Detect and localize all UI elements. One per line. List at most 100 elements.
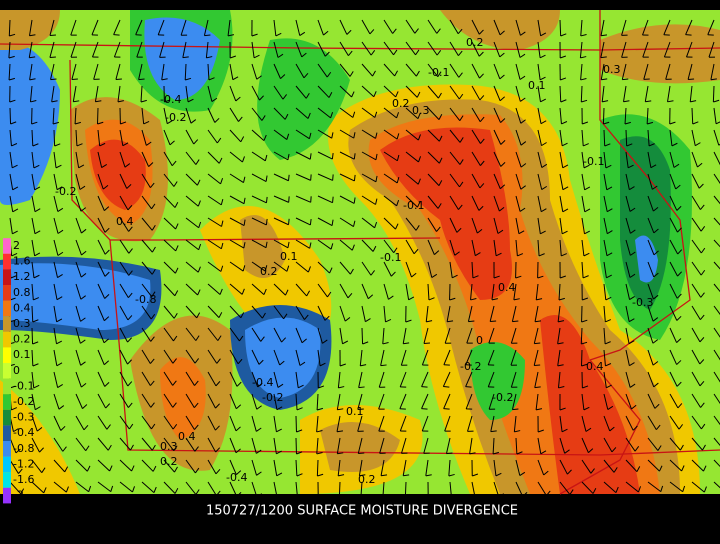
legend-swatch [3,425,11,441]
wind-barb [362,328,363,344]
contour-label: -0.2 [55,185,76,198]
wind-barb [603,108,604,124]
wind-barb-flag [354,175,355,181]
legend-label: 2 [13,239,20,252]
contour-label: -0.1 [380,251,401,264]
wind-barb-flag [139,79,145,80]
wind-barb [626,130,627,146]
legend-label: -0.3 [13,411,34,424]
legend-label: 0.8 [13,286,31,299]
contour-label: 0.1 [528,79,546,92]
legend-label: -0.4 [13,426,34,439]
contour-label: -0.2 [262,391,283,404]
legend-label: 0.4 [13,301,31,314]
wind-barb-flag [289,219,290,225]
contour-label: 0.4 [586,360,604,373]
legend-swatch [3,285,11,301]
wind-barb-flag [289,175,290,181]
contour-label: -0.1 [583,155,604,168]
legend-label: -0.1 [13,379,34,392]
contour-label: 0.2 [392,97,410,110]
wind-barb-flag [266,197,267,203]
wind-barb [581,86,582,102]
wind-barb-flag [512,321,518,322]
wind-barb [317,460,318,476]
legend-swatch [3,410,11,426]
contour-label: 0.1 [280,250,298,263]
wind-barb-flag [446,453,452,454]
legend-swatch [3,332,11,348]
contour-label: -0.1 [403,199,424,212]
legend-swatch [3,441,11,457]
contour-label: -0.4 [226,471,247,484]
contour-label: 0.4 [178,430,196,443]
wind-barb-flag [204,35,210,36]
contour-label: 0.2 [260,265,278,278]
contour-label: -0.1 [428,66,449,79]
legend-swatch [3,254,11,270]
contour-label: -0.2 [492,391,513,404]
contour-label: 0.2 [466,36,484,49]
contour-label: -0.3 [632,296,653,309]
legend-label: -2 [13,489,24,502]
legend-label: 1.2 [13,270,31,283]
contour-label: 0.2 [358,473,376,486]
map-title: 150727/1200 SURFACE MOISTURE DIVERGENCE [206,504,518,519]
wind-barb [713,86,714,102]
wind-barb [10,108,11,124]
contour-label: 0.3 [603,63,621,76]
contour-label: 0.3 [160,440,178,453]
wind-barb-flag [358,453,364,454]
wind-barb-flag [512,409,518,410]
legend-label: -1.2 [13,457,34,470]
wind-barb-flag [534,343,540,344]
legend-label: -0.2 [13,395,34,408]
legend-swatch [3,269,11,285]
legend-swatch [3,316,11,332]
wind-barb [9,20,10,36]
legend-swatch [3,238,11,254]
wind-barb-flag [622,79,628,80]
contour-label: 0.4 [116,215,134,228]
contour-label: -0.4 [160,93,181,106]
legend-swatch [3,488,11,504]
legend-swatch [3,363,11,379]
wind-barb-flag [333,197,334,203]
contour-label: -0.2 [165,111,186,124]
legend-label: -1.6 [13,473,34,486]
wind-barb-flag [422,409,428,410]
contour-label: -0.8 [135,293,156,306]
legend-swatch [3,472,11,488]
wind-barb [54,130,55,146]
wind-barb [604,130,605,146]
wind-barb-flag [266,219,267,225]
legend-label: 1.6 [13,255,31,268]
legend-swatch [3,301,11,317]
contour-label: 0.3 [412,104,430,117]
wind-barb-flag [359,387,365,388]
wind-barb [560,20,561,36]
contour-label: 0.4 [498,281,516,294]
contour-label: -0.2 [460,360,481,373]
legend-label: 0.2 [13,333,31,346]
wind-barb [32,328,33,344]
wind-barb-flag [490,321,496,322]
contour-label: 0.2 [160,455,178,468]
wind-barb-flag [422,387,428,388]
wind-barb [339,482,340,498]
legend-label: 0.3 [13,317,31,330]
legend-label: -0.8 [13,442,34,455]
wind-barb-flag [468,321,474,322]
wind-barb-flag [381,365,387,366]
wind-barb [405,482,406,498]
wind-barb-flag [443,387,449,388]
legend-label: 0 [13,364,20,377]
legend-swatch [3,394,11,410]
wind-barb-flag [333,174,334,180]
contour-label: 0.1 [346,405,364,418]
legend-swatch [3,379,11,395]
contour-label: 0 [476,334,483,347]
wind-barb-flag [51,79,57,80]
legend-swatch [3,457,11,473]
